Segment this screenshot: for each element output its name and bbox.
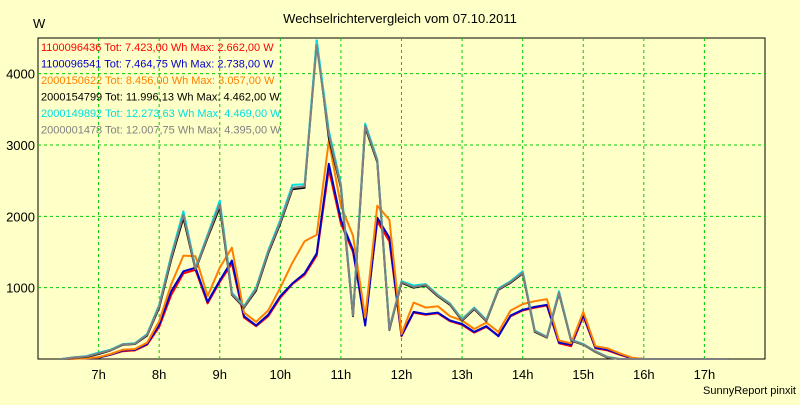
legend-entry-2000154799: 2000154799 Tot: 11.996,13 Wh Max: 4.462,… bbox=[41, 92, 280, 104]
x-tick-label: 17h bbox=[694, 367, 716, 382]
legend-entry-2000149892: 2000149892 Tot: 12.273,63 Wh Max: 4.469,… bbox=[41, 108, 281, 120]
legend-entry-2000150622: 2000150622 Tot: 8.456,00 Wh Max: 3.057,0… bbox=[41, 75, 275, 87]
grid-layer bbox=[38, 38, 765, 359]
series-line-2000001478 bbox=[62, 44, 729, 360]
x-tick-label: 15h bbox=[572, 367, 594, 382]
y-axis-label: W bbox=[33, 16, 46, 31]
y-tick-label: 3000 bbox=[6, 138, 35, 153]
x-tick-label: 10h bbox=[269, 367, 291, 382]
x-tick-label: 12h bbox=[391, 367, 413, 382]
y-tick-label: 2000 bbox=[6, 209, 35, 224]
y-tick-label: 1000 bbox=[6, 281, 35, 296]
series-layer bbox=[62, 39, 729, 360]
y-tick-label: 4000 bbox=[6, 67, 35, 82]
x-tick-label: 8h bbox=[152, 367, 166, 382]
series-line-2000150622 bbox=[62, 139, 729, 360]
x-tick-label: 13h bbox=[451, 367, 473, 382]
axis-layer: 1000 2000 3000 4000 7h 8h 9h 10h 11h 12h 13h 14h 15h… bbox=[6, 67, 715, 382]
legend-entry-1100096436: 1100096436 Tot: 7.423,00 Wh Max: 2.662,0… bbox=[41, 42, 274, 54]
x-tick-label: 16h bbox=[633, 367, 655, 382]
legend-entry-2000001478: 2000001478 Tot: 12.007,75 Wh Max: 4.395,… bbox=[41, 125, 281, 137]
footer-credit: SunnyReport pinxit bbox=[703, 385, 796, 397]
legend: 1100096436 Tot: 7.423,00 Wh Max: 2.662,0… bbox=[41, 42, 281, 137]
legend-entry-1100096541: 1100096541 Tot: 7.464,75 Wh Max: 2.738,0… bbox=[41, 59, 274, 71]
x-tick-label: 14h bbox=[512, 367, 534, 382]
x-tick-label: 9h bbox=[213, 367, 227, 382]
x-tick-label: 7h bbox=[91, 367, 105, 382]
chart-title: Wechselrichtervergleich vom 07.10.2011 bbox=[283, 11, 517, 26]
x-tick-label: 11h bbox=[331, 367, 352, 382]
